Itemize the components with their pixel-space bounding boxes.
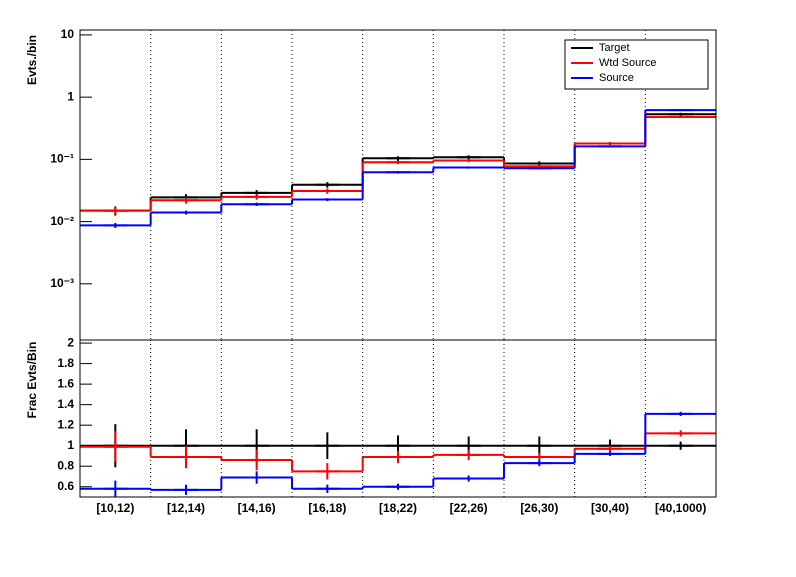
- legend-label: Source: [599, 72, 634, 84]
- y-tick-label: 1.8: [57, 356, 74, 370]
- plot-frame: [79, 339, 717, 498]
- y-tick-label: 1.6: [57, 376, 74, 390]
- y-tick-label: 1.4: [57, 397, 74, 411]
- x-tick-label: [30,40): [591, 501, 629, 515]
- y-axis-title: Evts./bin: [25, 35, 39, 85]
- x-tick-label: [16,18): [308, 501, 346, 515]
- y-tick-label: 1: [67, 89, 74, 103]
- legend-label: Wtd Source: [599, 57, 656, 69]
- x-tick-label: [26,30): [520, 501, 558, 515]
- y-tick-label: 1: [67, 438, 74, 452]
- y-tick-label: 10⁻³: [50, 276, 74, 290]
- y-tick-label: 0.6: [57, 479, 74, 493]
- y-tick-label: 1.2: [57, 417, 74, 431]
- x-tick-label: [10,12): [96, 501, 134, 515]
- x-tick-label: [22,26): [450, 501, 488, 515]
- x-tick-label: [40,1000): [655, 501, 706, 515]
- legend-label: Target: [599, 42, 630, 54]
- x-tick-label: [14,16): [238, 501, 276, 515]
- y-axis-title: Frac Evts/Bin: [25, 342, 39, 419]
- y-tick-label: 2: [67, 335, 74, 349]
- y-tick-label: 10⁻¹: [50, 152, 74, 166]
- y-tick-label: 10: [61, 27, 75, 41]
- x-tick-label: [18,22): [379, 501, 417, 515]
- x-tick-label: [12,14): [167, 501, 205, 515]
- y-tick-label: 0.8: [57, 458, 74, 472]
- y-tick-label: 10⁻²: [50, 214, 74, 228]
